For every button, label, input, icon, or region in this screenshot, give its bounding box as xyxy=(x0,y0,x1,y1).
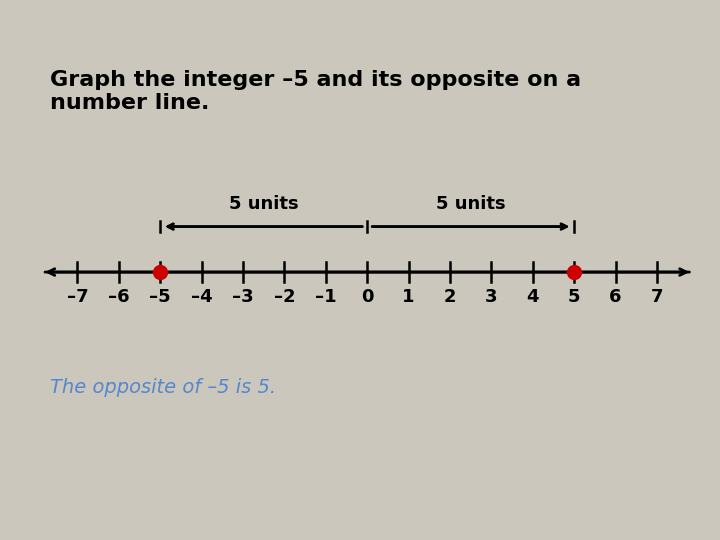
Text: 2: 2 xyxy=(444,288,456,307)
Text: 5 units: 5 units xyxy=(436,195,505,213)
Text: –3: –3 xyxy=(232,288,254,307)
Text: –4: –4 xyxy=(191,288,212,307)
Text: –7: –7 xyxy=(66,288,89,307)
Text: 5: 5 xyxy=(568,288,580,307)
Text: –6: –6 xyxy=(108,288,130,307)
Text: –1: –1 xyxy=(315,288,337,307)
Text: 6: 6 xyxy=(609,288,622,307)
Text: Graph the integer –5 and its opposite on a
number line.: Graph the integer –5 and its opposite on… xyxy=(50,70,582,113)
Text: 3: 3 xyxy=(485,288,498,307)
Text: 4: 4 xyxy=(526,288,539,307)
Text: 1: 1 xyxy=(402,288,415,307)
Text: 7: 7 xyxy=(651,288,663,307)
Text: 0: 0 xyxy=(361,288,374,307)
Text: –5: –5 xyxy=(149,288,171,307)
Text: The opposite of –5 is 5.: The opposite of –5 is 5. xyxy=(50,378,276,397)
Text: 5 units: 5 units xyxy=(229,195,299,213)
Text: –2: –2 xyxy=(274,288,295,307)
